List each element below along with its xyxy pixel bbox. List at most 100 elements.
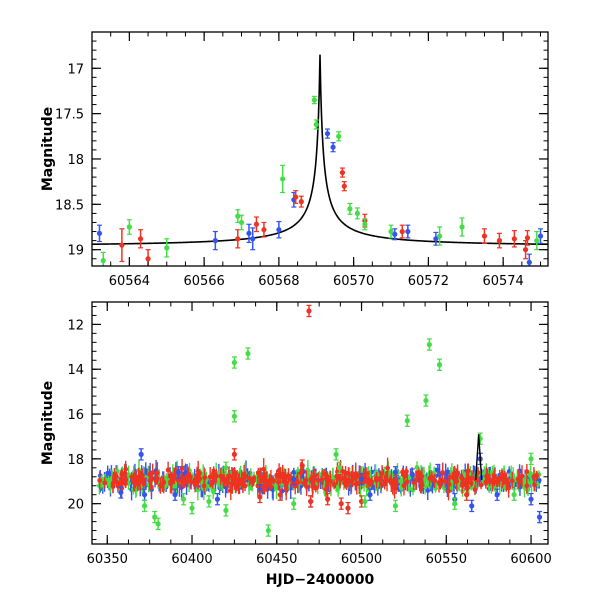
data-point [250, 236, 256, 242]
data-point [364, 479, 370, 484]
data-point [336, 133, 342, 139]
x-tick-label: 60450 [256, 552, 297, 567]
data-point [433, 236, 439, 242]
data-point [147, 471, 152, 477]
data-point [338, 501, 344, 507]
y-tick-label: 17.5 [55, 108, 84, 123]
data-point [221, 476, 226, 482]
data-point [536, 514, 543, 520]
data-point [516, 479, 522, 485]
data-point [159, 481, 165, 487]
data-point [291, 476, 297, 482]
data-point [385, 465, 391, 471]
data-point [141, 503, 148, 509]
data-point [238, 219, 245, 226]
data-point [235, 236, 241, 242]
data-point [478, 482, 484, 488]
data-point [524, 469, 530, 475]
data-point [246, 230, 252, 236]
data-point [122, 472, 127, 478]
data-point [404, 479, 410, 485]
bottom-panel-data [96, 304, 543, 537]
data-point [261, 486, 267, 491]
data-point [509, 478, 515, 484]
data-point [392, 503, 399, 509]
data-point [102, 480, 108, 486]
data-point [129, 474, 135, 480]
data-point [388, 228, 394, 235]
data-point [490, 479, 496, 485]
data-point [152, 514, 158, 520]
data-point [432, 478, 438, 484]
data-point [276, 467, 282, 473]
data-point [436, 362, 443, 368]
data-point [148, 484, 154, 490]
data-point [534, 238, 540, 244]
data-point [528, 471, 533, 477]
data-point [452, 501, 458, 507]
data-point [400, 469, 405, 475]
data-point [169, 480, 175, 486]
data-point [324, 130, 331, 137]
data-point [181, 471, 187, 477]
data-point [231, 413, 237, 419]
data-point [349, 473, 355, 479]
data-point [447, 474, 453, 480]
data-point [253, 221, 260, 227]
data-point [308, 498, 314, 505]
data-point [180, 496, 187, 502]
data-point [387, 477, 393, 483]
data-point [484, 473, 490, 479]
data-point [362, 221, 368, 227]
y-tick-label: 16 [67, 408, 84, 423]
data-point [481, 233, 488, 239]
data-point [347, 206, 353, 212]
data-point [171, 472, 177, 478]
x-tick-label: 60400 [171, 552, 212, 567]
data-point [363, 470, 369, 476]
data-point [172, 492, 178, 498]
data-point [324, 474, 330, 480]
bottom-panel-x-axis-label: HJD−2400000 [266, 572, 375, 588]
y-tick-label: 20 [67, 498, 84, 513]
data-point [141, 492, 148, 498]
data-point [137, 478, 143, 484]
data-point [435, 467, 441, 473]
data-point [341, 183, 347, 189]
data-point [336, 465, 343, 471]
data-point [192, 482, 198, 488]
data-point [459, 483, 465, 488]
data-point [446, 481, 452, 487]
data-point [451, 471, 457, 477]
data-point [137, 236, 144, 242]
data-point [362, 498, 368, 505]
data-point [197, 476, 203, 482]
data-point [261, 466, 267, 472]
data-point [275, 479, 281, 485]
data-point [201, 483, 207, 489]
model-curve-spike [474, 434, 483, 481]
data-point [282, 474, 288, 480]
data-point [426, 341, 432, 348]
x-tick-label: 60574 [482, 274, 523, 289]
data-point [455, 470, 460, 476]
data-point [341, 476, 347, 481]
data-point [164, 245, 170, 251]
data-point [528, 456, 534, 462]
data-point [392, 478, 399, 484]
data-point [210, 480, 215, 486]
data-point [526, 259, 532, 265]
data-point [223, 507, 229, 513]
data-point [261, 227, 267, 233]
data-point [260, 477, 266, 483]
data-point [494, 479, 499, 485]
data-point [404, 469, 409, 474]
y-tick-label: 14 [67, 363, 84, 378]
data-point [100, 257, 106, 264]
data-point [346, 478, 352, 484]
data-point [522, 247, 529, 253]
x-tick-label: 60566 [183, 274, 224, 289]
data-point [423, 397, 429, 404]
data-point [494, 492, 500, 498]
